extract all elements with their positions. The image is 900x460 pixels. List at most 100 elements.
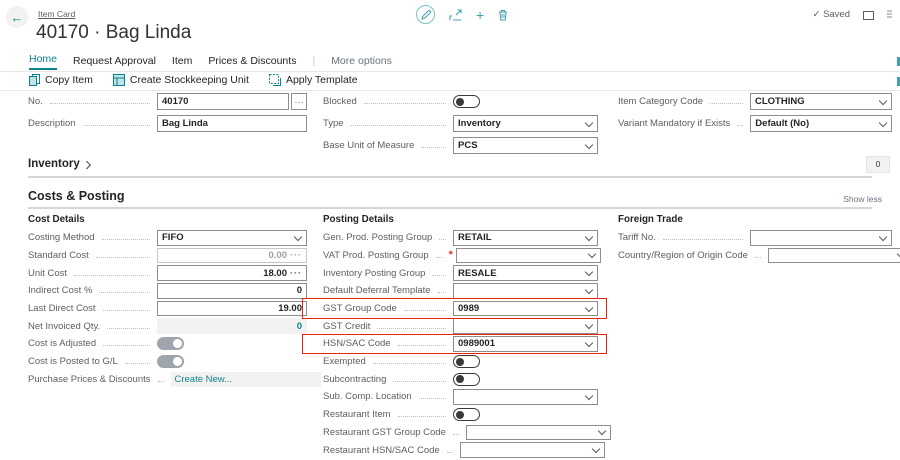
dotted-leader — [103, 338, 150, 347]
vat-prod-posting-row: VAT Prod. Posting Group * — [323, 247, 601, 264]
command-bar: Copy Item Create Stockkeeping Unit Apply… — [29, 74, 358, 86]
dotted-leader — [363, 96, 446, 104]
check-icon: ✓ — [812, 9, 821, 20]
indirect-cost-field[interactable]: 0 — [157, 283, 307, 299]
default-deferral-dropdown[interactable] — [453, 283, 598, 299]
item-category-row: Item Category Code CLOTHING — [618, 93, 892, 110]
edit-button[interactable] — [416, 5, 435, 24]
tabs-overflow-icon[interactable] — [897, 57, 900, 66]
variant-mandatory-dropdown[interactable]: Default (No) — [750, 115, 893, 132]
chevron-down-icon — [879, 98, 887, 106]
net-invoiced-qty-field[interactable]: 0 — [157, 318, 307, 334]
dotted-leader — [107, 321, 150, 329]
tariff-no-dropdown[interactable] — [750, 230, 892, 246]
assist-edit-button[interactable]: ··· — [291, 93, 307, 110]
inventory-posting-group-dropdown[interactable]: RESALE — [453, 265, 598, 281]
subcontracting-toggle[interactable] — [453, 372, 480, 386]
tab-home[interactable]: Home — [29, 53, 58, 70]
window-partial-icon — [887, 10, 892, 17]
dotted-leader — [372, 356, 446, 365]
variant-mandatory-row: Variant Mandatory if Exists Default (No) — [618, 115, 893, 132]
country-origin-label: Country/Region of Origin Code — [618, 249, 748, 261]
chevron-down-icon — [585, 234, 593, 242]
tab-more-options[interactable]: More options — [331, 55, 392, 67]
dotted-leader — [397, 409, 446, 418]
chevron-down-icon — [879, 120, 887, 128]
standard-cost-label: Standard Cost — [28, 249, 89, 261]
ellipsis-icon[interactable]: ··· — [290, 250, 302, 261]
item-category-dropdown[interactable]: CLOTHING — [750, 93, 892, 110]
type-label: Type — [323, 118, 344, 129]
costs-posting-section-title[interactable]: Costs & Posting — [28, 189, 125, 203]
description-field[interactable]: Bag Linda — [157, 115, 307, 132]
hsn-sac-code-dropdown[interactable]: 0989001 — [453, 336, 598, 352]
copy-icon — [29, 74, 40, 86]
costing-method-dropdown[interactable]: FIFO — [157, 230, 307, 246]
tab-prices-discounts[interactable]: Prices & Discounts — [208, 55, 297, 67]
last-direct-cost-field[interactable]: 19.00 — [157, 300, 307, 317]
restaurant-gst-group-dropdown[interactable] — [465, 424, 611, 441]
inventory-section-header[interactable]: Inventory — [28, 158, 91, 170]
restaurant-item-label: Restaurant Item — [323, 409, 391, 421]
share-button[interactable] — [449, 8, 462, 21]
purchase-prices-label: Purchase Prices & Discounts — [28, 373, 151, 385]
dotted-leader — [437, 285, 446, 294]
dotted-leader — [397, 338, 446, 347]
create-stockkeeping-unit-label: Create Stockkeeping Unit — [129, 74, 249, 86]
create-stockkeeping-unit-button[interactable]: Create Stockkeeping Unit — [112, 74, 249, 86]
menu-tabs: Home Request Approval Item Prices & Disc… — [29, 53, 392, 70]
create-new-link[interactable]: Create New... — [174, 373, 233, 385]
back-button[interactable]: ← — [6, 6, 28, 28]
focus-mode-icon[interactable] — [863, 10, 874, 20]
apply-template-button[interactable]: Apply Template — [268, 74, 358, 86]
vat-prod-posting-dropdown[interactable] — [455, 247, 601, 264]
chevron-down-icon — [588, 251, 596, 259]
copy-item-button[interactable]: Copy Item — [29, 74, 93, 86]
gst-credit-dropdown[interactable] — [453, 318, 598, 334]
record-action-icons: + — [416, 5, 508, 24]
commandbar-overflow-icon[interactable] — [897, 77, 900, 86]
type-dropdown[interactable]: Inventory — [453, 115, 598, 132]
country-origin-dropdown[interactable] — [767, 247, 900, 264]
dotted-leader — [435, 250, 442, 258]
base-uom-dropdown[interactable]: PCS — [453, 137, 598, 154]
dotted-leader — [754, 250, 761, 258]
dotted-leader — [403, 303, 446, 311]
vat-prod-posting-label: VAT Prod. Posting Group — [323, 249, 429, 261]
sub-comp-location-dropdown[interactable] — [453, 389, 598, 405]
dotted-leader — [99, 285, 150, 294]
gen-prod-posting-dropdown[interactable]: RETAIL — [453, 230, 598, 246]
chevron-down-icon — [598, 428, 606, 436]
inventory-count-badge[interactable]: 0 — [866, 156, 890, 173]
dotted-leader — [393, 374, 446, 382]
dotted-leader — [350, 118, 446, 126]
general-column-3: Item Category Code CLOTHING Variant Mand… — [618, 93, 893, 137]
restaurant-hsn-sac-dropdown[interactable] — [459, 442, 605, 458]
dotted-leader — [452, 427, 459, 435]
unit-cost-field[interactable]: 18.00 ··· — [157, 265, 307, 281]
unit-cost-label: Unit Cost — [28, 267, 68, 279]
ellipsis-icon: ··· — [294, 96, 304, 107]
tab-item[interactable]: Item — [171, 55, 193, 67]
tabs-divider-line — [0, 71, 900, 72]
show-less-link[interactable]: Show less — [843, 194, 882, 204]
general-column-1: No. 40170 ··· Description Bag Linda — [28, 93, 307, 137]
blocked-toggle[interactable] — [453, 95, 480, 108]
country-origin-row: Country/Region of Origin Code — [618, 247, 900, 264]
exempted-toggle[interactable] — [453, 355, 480, 369]
pencil-icon — [420, 9, 431, 20]
no-field[interactable]: 40170 — [157, 93, 289, 110]
chevron-right-icon — [84, 161, 91, 168]
page-title: 40170 · Bag Linda — [36, 22, 192, 43]
breadcrumb[interactable]: Item Card — [38, 9, 76, 19]
new-button[interactable]: + — [476, 8, 484, 22]
chevron-down-icon — [585, 142, 593, 150]
gst-credit-label: GST Credit — [323, 320, 371, 332]
gst-group-code-label: GST Group Code — [323, 303, 397, 314]
restaurant-item-toggle[interactable] — [453, 408, 480, 422]
hsn-sac-code-row: HSN/SAC Code 0989001 — [302, 333, 607, 354]
gst-group-code-dropdown[interactable]: 0989 — [453, 300, 598, 317]
ellipsis-icon[interactable]: ··· — [290, 268, 302, 279]
tab-request-approval[interactable]: Request Approval — [73, 55, 156, 67]
delete-button[interactable] — [498, 9, 508, 21]
